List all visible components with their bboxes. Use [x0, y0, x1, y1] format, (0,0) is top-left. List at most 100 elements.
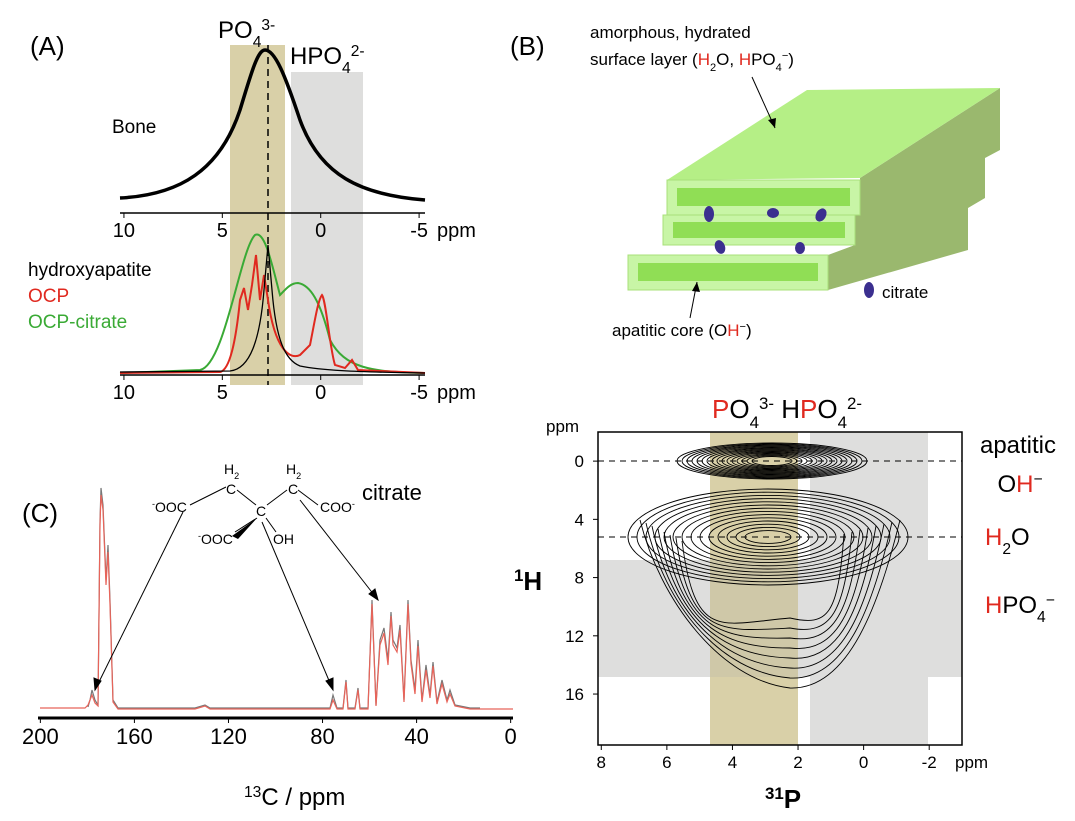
t: H — [286, 461, 296, 477]
t: ) — [788, 50, 794, 69]
arrowhead — [326, 678, 333, 690]
axis-unit: ppm — [437, 220, 476, 242]
x-tick-label: 6 — [662, 753, 671, 772]
t: H — [224, 461, 234, 477]
x-tick-label: -5 — [410, 382, 428, 404]
t: − — [1033, 471, 1042, 488]
figure: (A) PO43- HPO42- Bone hydroxyapatite OCP… — [0, 0, 1075, 816]
t: O — [997, 471, 1016, 498]
atom: -OOC — [152, 499, 187, 515]
slab-core — [677, 188, 850, 206]
t: 2- — [351, 43, 365, 60]
arrows — [94, 500, 378, 690]
hpo4-band — [291, 72, 363, 385]
arrow — [300, 500, 378, 600]
annotation: citrate — [362, 480, 422, 505]
y-tick-label: 8 — [575, 569, 584, 588]
x-tick-label: -5 — [410, 220, 428, 242]
t: 2 — [1002, 541, 1011, 558]
annotation: OH− — [997, 471, 1042, 499]
t: H — [698, 50, 710, 69]
x-tick-label: 0 — [315, 220, 326, 242]
t: 13 — [244, 784, 261, 801]
t: C / ppm — [261, 784, 345, 811]
x-axis-label: 13C / ppm — [244, 784, 345, 812]
atom: COO- — [320, 499, 355, 515]
t: H — [739, 50, 751, 69]
citrate-icon — [767, 208, 779, 218]
t: H — [523, 566, 542, 596]
t: P — [800, 394, 817, 424]
t: H — [985, 592, 1002, 619]
t: - — [352, 499, 355, 509]
t: COO — [320, 499, 352, 515]
t: 2- — [847, 394, 862, 413]
t: − — [1046, 592, 1055, 609]
x-tick-label: 10 — [113, 220, 135, 242]
y-axis-label: 1H — [514, 566, 542, 597]
y-tick-label: 0 — [575, 452, 584, 471]
arrow — [95, 512, 183, 690]
y-tick-label: 4 — [575, 510, 584, 529]
band-label: HPO42- — [290, 43, 365, 77]
t: O — [817, 394, 837, 424]
spectrum-gray — [88, 488, 480, 708]
t: 1 — [514, 566, 523, 585]
x-tick-label: 4 — [728, 753, 737, 772]
atom: OH — [273, 531, 294, 547]
x-tick-label: 160 — [116, 724, 153, 749]
t: 4 — [838, 413, 847, 432]
annotation: apatitic — [980, 432, 1056, 459]
atom: C — [256, 503, 266, 519]
x-tick-label: 0 — [505, 724, 517, 749]
annotation: H2O — [985, 524, 1030, 558]
slab-core — [638, 263, 818, 281]
x-tick-label: 8 — [597, 753, 606, 772]
axis-unit: ppm — [546, 417, 579, 436]
citrate-icon — [795, 242, 805, 254]
x-tick-label: 5 — [217, 220, 228, 242]
panel-label: (B) — [510, 31, 545, 61]
plot-title: PO43- HPO42- — [712, 394, 862, 432]
legend-entry: hydroxyapatite — [28, 260, 152, 281]
t: PO — [751, 50, 776, 69]
t: 2 — [234, 471, 239, 481]
x-tick-label: 80 — [310, 724, 334, 749]
citrate-icon — [704, 206, 714, 222]
axis-unit: ppm — [437, 382, 476, 404]
x-tick-label: 2 — [793, 753, 802, 772]
x-tick-label: 5 — [217, 382, 228, 404]
t: H — [727, 321, 739, 340]
atom: H2 — [286, 461, 301, 481]
t: HPO — [290, 43, 342, 70]
t: H — [774, 394, 800, 424]
axis-unit: ppm — [955, 753, 988, 772]
t: OOC — [201, 531, 233, 547]
t: 2 — [296, 471, 301, 481]
atom: C — [288, 481, 298, 497]
citrate-icon — [864, 282, 874, 298]
t: apatitic core (O — [612, 321, 727, 340]
t: 4 — [1037, 609, 1046, 626]
panel-label: (A) — [30, 31, 65, 61]
x-tick-label: 0 — [315, 382, 326, 404]
x-tick-label: 0 — [859, 753, 868, 772]
t: 4 — [776, 62, 782, 74]
citrate-structure: H2 H2 C C C -OOC COO- -OOC OH — [152, 461, 355, 547]
spectrum-red — [40, 495, 513, 709]
t: surface layer ( — [590, 50, 698, 69]
t: 3- — [759, 394, 774, 413]
bone-label: Bone — [112, 117, 156, 138]
t: O — [729, 394, 749, 424]
atom: -OOC — [198, 531, 233, 547]
t: PO — [218, 17, 253, 44]
x-axis-label: 31P — [765, 784, 801, 815]
slab-core — [673, 222, 845, 238]
x-tick-label: 40 — [404, 724, 428, 749]
legend-entry: OCP — [28, 286, 69, 307]
annotation: apatitic core (OH−) — [612, 321, 752, 340]
x-tick-label: -2 — [922, 753, 937, 772]
annotation: surface layer (H2O, HPO4−) — [590, 50, 794, 74]
atom: H2 — [224, 461, 239, 481]
t: H — [985, 524, 1002, 551]
